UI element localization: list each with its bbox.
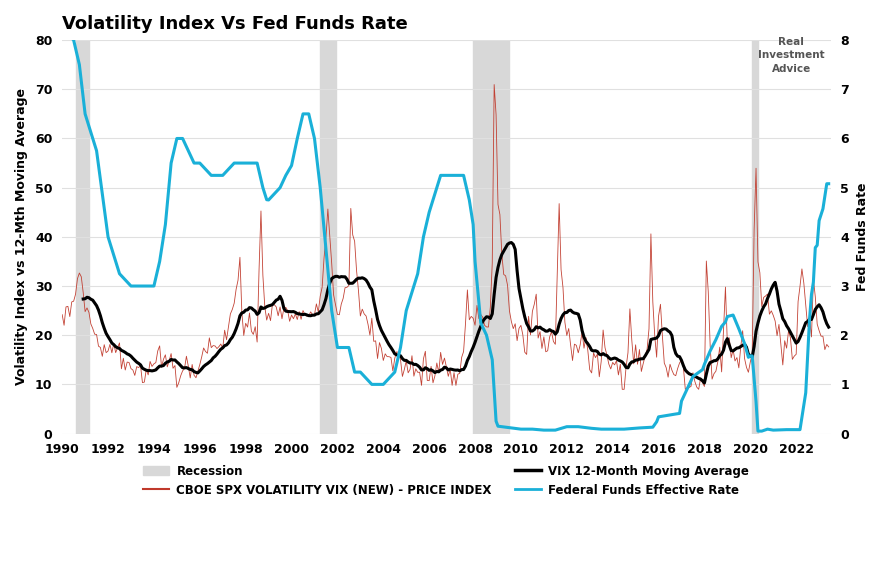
Y-axis label: Fed Funds Rate: Fed Funds Rate: [856, 183, 869, 291]
Bar: [752, 40, 758, 433]
Y-axis label: Volatility Index vs 12-Mth Moving Average: Volatility Index vs 12-Mth Moving Averag…: [15, 89, 28, 385]
Legend: Recession, CBOE SPX VOLATILITY VIX (NEW) - PRICE INDEX, VIX 12-Month Moving Aver: Recession, CBOE SPX VOLATILITY VIX (NEW)…: [143, 465, 750, 497]
Text: Real
Investment
Advice: Real Investment Advice: [758, 37, 825, 74]
Bar: [320, 40, 336, 433]
Text: Volatility Index Vs Fed Funds Rate: Volatility Index Vs Fed Funds Rate: [62, 15, 408, 33]
Bar: [473, 40, 509, 433]
Bar: [75, 40, 89, 433]
